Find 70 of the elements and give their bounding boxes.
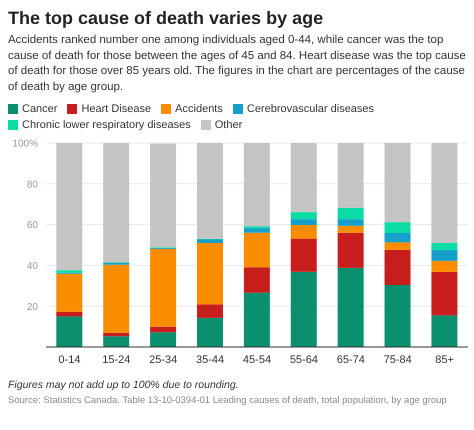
bar: [150, 248, 176, 327]
bar: [196, 318, 223, 348]
bar: [244, 267, 270, 293]
text: Figures may not add up to 100% due to rounding.: [8, 379, 240, 392]
bar: [431, 260, 458, 272]
bar: [431, 315, 458, 348]
bar: [56, 274, 82, 312]
legend-label: Other: [214, 119, 242, 132]
bar: [290, 219, 317, 226]
x-tick-label: 35-44: [196, 354, 224, 366]
legend-label: Accidents: [174, 103, 223, 116]
chart-subtitle: Accidents ranked number one among individuals aged 0-44, while cancer was the top cause of death for those between the ages of 45 and 84. Heart disease was the top cause of death for those over 85 years old. The figures in the chart are percentages of the cause of death by age group.: [8, 33, 466, 95]
bar: [290, 212, 317, 220]
bar: [384, 250, 411, 286]
bar: [290, 238, 317, 272]
x-tick-label: 25-34: [149, 354, 178, 366]
bar: [338, 208, 364, 220]
bar: [196, 243, 223, 304]
y-tick-label: 60: [26, 220, 38, 232]
bar: [196, 240, 223, 244]
bar: [338, 268, 364, 348]
bar: [290, 143, 317, 212]
x-tick-label: 45-54: [242, 354, 272, 366]
bar: [431, 250, 458, 261]
bar: [244, 228, 270, 233]
x-tick-label: 15-24: [102, 354, 130, 366]
chart-title: The top cause of death varies by age: [8, 8, 324, 29]
legend-label: Chronic lower respiratory diseases: [21, 119, 191, 132]
bar: [290, 272, 317, 348]
bar: [338, 226, 364, 233]
bar: [384, 242, 411, 250]
bar: [103, 264, 130, 333]
bar: [103, 332, 130, 336]
x-tick-label: 85+: [435, 354, 454, 366]
bar: [290, 225, 317, 239]
bar: [431, 143, 458, 244]
bar: [56, 312, 82, 316]
bar: [103, 336, 130, 348]
bar: [338, 232, 364, 268]
x-tick-label: 55-64: [290, 354, 318, 366]
x-tick-label: 75-84: [384, 354, 412, 366]
x-tick-label: 65-74: [336, 354, 365, 366]
bar: [150, 332, 176, 348]
legend-label: Heart Disease: [80, 103, 152, 116]
bar: [244, 232, 270, 268]
bar: [384, 285, 411, 348]
bar: [384, 233, 411, 242]
bar: [56, 143, 82, 270]
bar: [244, 292, 270, 348]
y-tick-label: 40: [26, 261, 38, 272]
bar: [244, 143, 270, 226]
bar: [384, 143, 411, 222]
bar: [56, 316, 82, 348]
bar: [150, 326, 176, 332]
legend-label: Cancer: [21, 103, 58, 116]
source-note: Source: Statistics Canada. Table 13-10-0394-01 Leading causes of death, total population, by age group: [8, 395, 448, 406]
y-tick-label: 100%: [12, 138, 38, 150]
bar: [431, 243, 458, 250]
bar: [103, 143, 130, 263]
bar: [150, 144, 176, 248]
bar: [384, 222, 411, 234]
bar: [431, 272, 458, 316]
bar: [196, 143, 223, 239]
y-tick-label: 80: [26, 179, 38, 190]
bar: [196, 304, 223, 318]
x-tick-label: 0-14: [58, 354, 80, 366]
y-tick-label: 20: [26, 302, 38, 313]
legend-label: Cerebrovascular diseases: [246, 103, 374, 116]
bar: [338, 143, 364, 208]
bar: [338, 219, 364, 226]
